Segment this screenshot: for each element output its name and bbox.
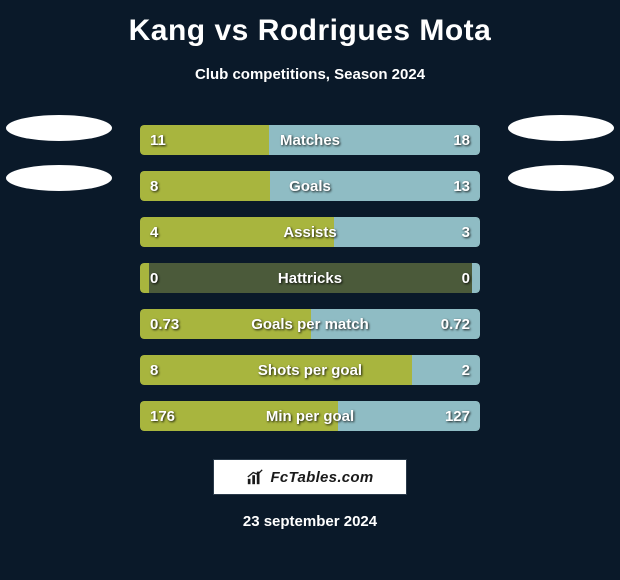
stat-row: 813Goals (140, 171, 480, 201)
chart-icon (246, 468, 264, 486)
title-player1: Kang (129, 14, 206, 47)
title-player2: Rodrigues Mota (258, 14, 492, 47)
player2-badge (508, 165, 614, 191)
subtitle: Club competitions, Season 2024 (195, 66, 425, 83)
player1-badge (6, 115, 112, 141)
bar-right-fill (472, 263, 481, 293)
bar-left-fill (140, 217, 334, 247)
bar-left-fill (140, 309, 311, 339)
bar-right-fill (311, 309, 480, 339)
bar-right-fill (334, 217, 480, 247)
title: Kang vs Rodrigues Mota (129, 14, 492, 48)
footer-logo-text: FcTables.com (270, 469, 373, 486)
bar-left-fill (140, 263, 149, 293)
comparison-infographic: Kang vs Rodrigues Mota Club competitions… (0, 0, 620, 540)
bar-left-fill (140, 171, 270, 201)
chart-area: 1118Matches 813Goals 43Assists 00Hattricks 0… (0, 125, 620, 431)
bar-right-fill (338, 401, 480, 431)
bar-left-fill (140, 355, 412, 385)
stat-row: 1118Matches (140, 125, 480, 155)
footer-logo: FcTables.com (213, 459, 407, 495)
stat-row: 43Assists (140, 217, 480, 247)
footer-date: 23 september 2024 (243, 513, 377, 530)
player2-badge (508, 115, 614, 141)
bar-left-fill (140, 125, 269, 155)
stat-bars: 1118Matches 813Goals 43Assists 00Hattricks 0… (140, 125, 480, 431)
bar-right-fill (269, 125, 480, 155)
bar-right-fill (412, 355, 480, 385)
player2-badges (508, 115, 614, 191)
title-vs: vs (214, 14, 248, 47)
bar-left-fill (140, 401, 338, 431)
stat-row: 82Shots per goal (140, 355, 480, 385)
stat-row: 176127Min per goal (140, 401, 480, 431)
player1-badge (6, 165, 112, 191)
bar-track (140, 263, 480, 293)
player1-badges (6, 115, 112, 191)
stat-row: 00Hattricks (140, 263, 480, 293)
stat-row: 0.730.72Goals per match (140, 309, 480, 339)
bar-right-fill (270, 171, 480, 201)
